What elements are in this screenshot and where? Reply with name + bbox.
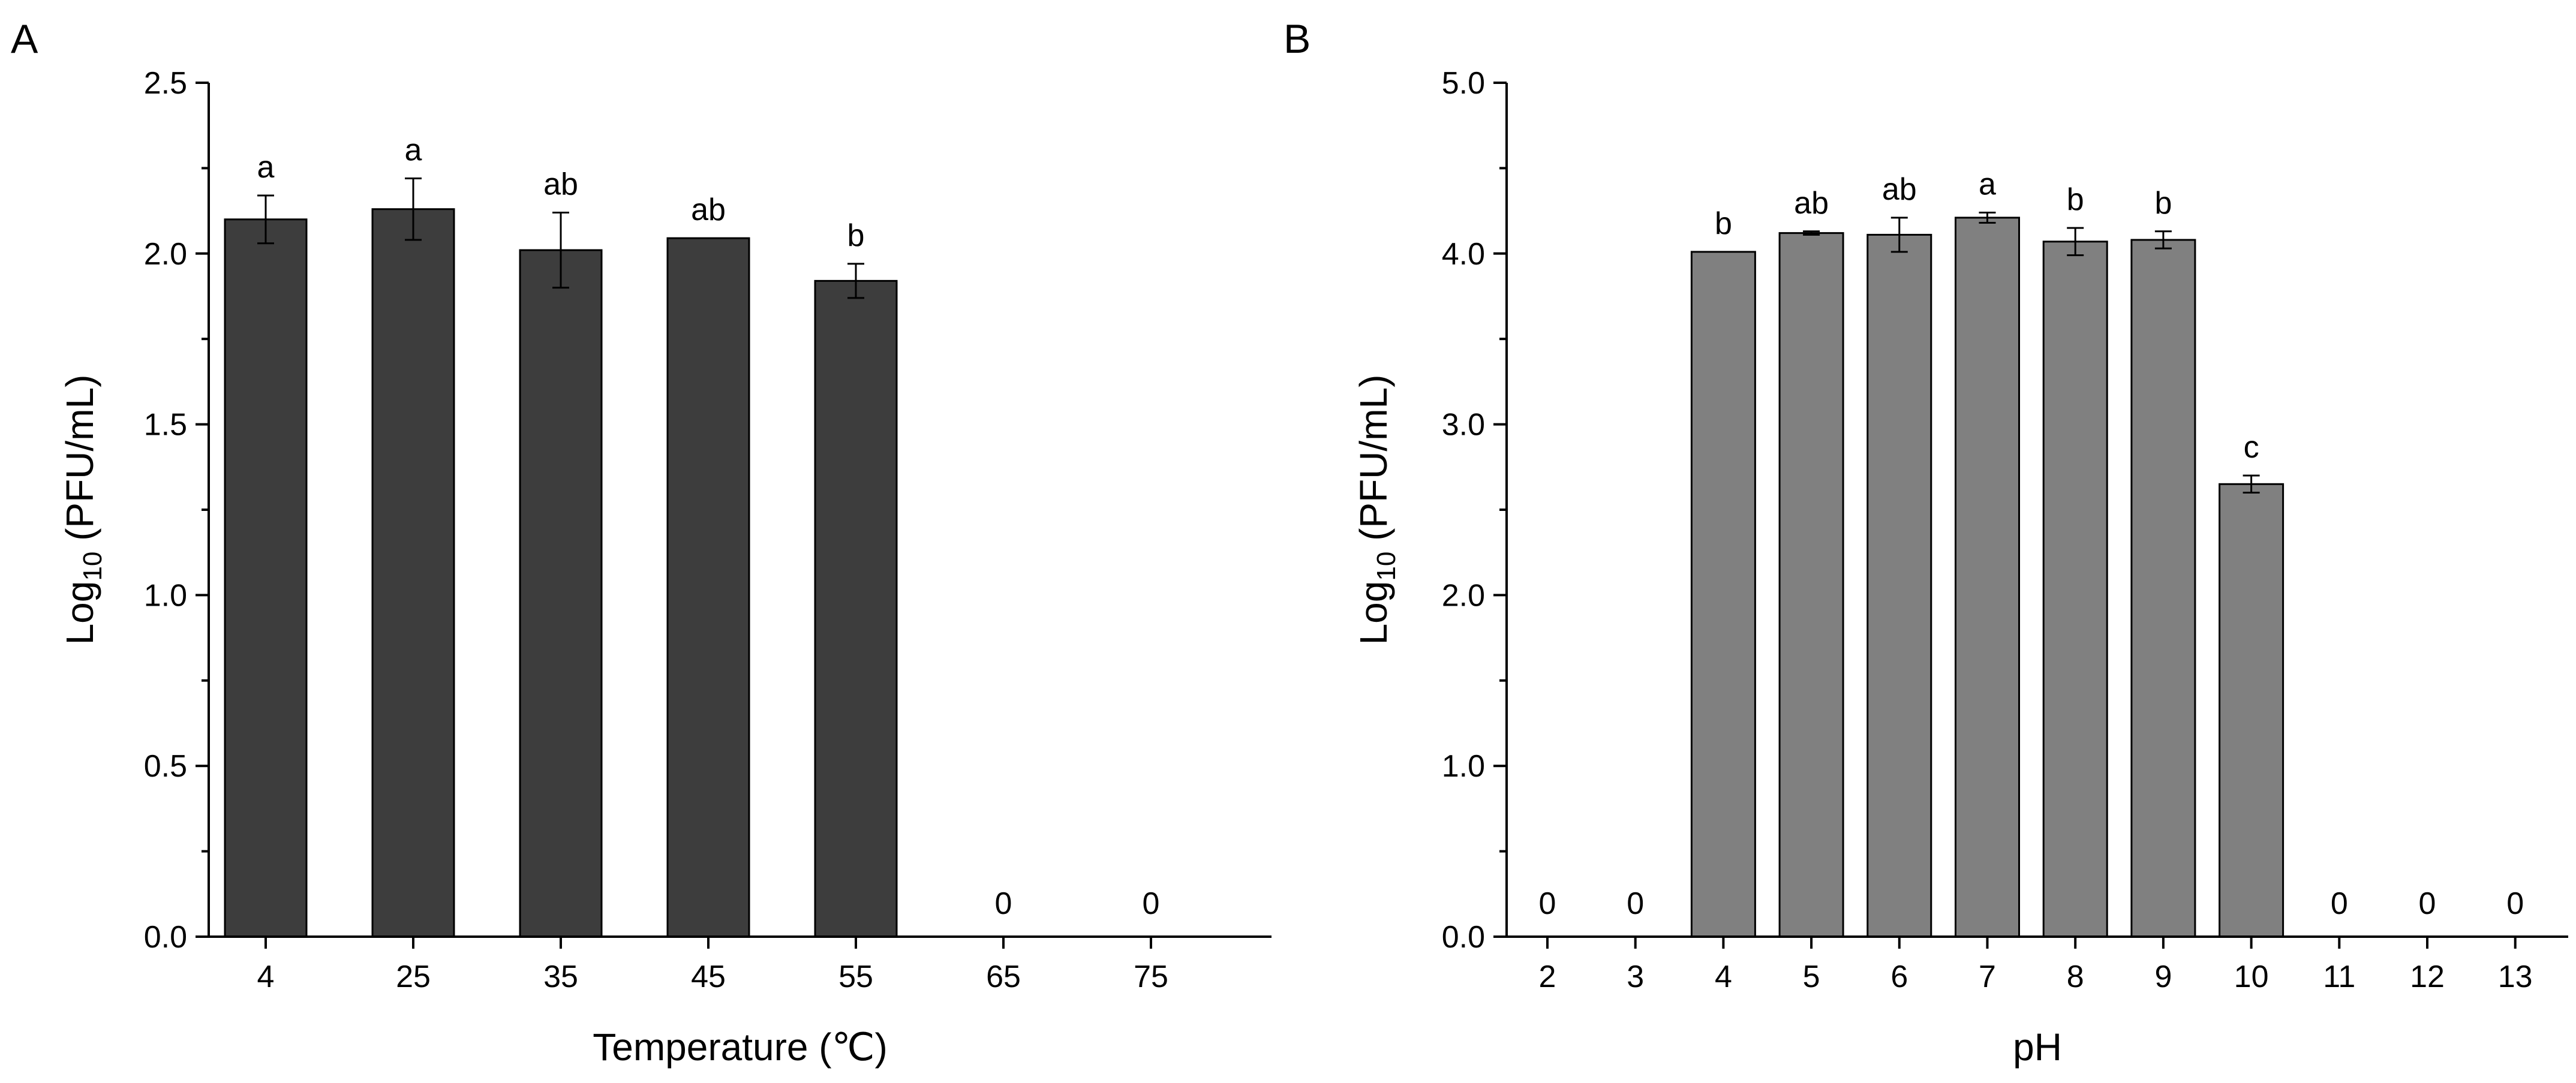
panel-b-y-axis-title: Log10 (PFU/mL): [1352, 375, 1401, 645]
panel-b-y-tick-label: 4.0: [1442, 237, 1485, 272]
panel-b-y-tick-label: 0.0: [1442, 920, 1485, 955]
panel-a-significance-label: 0: [995, 886, 1012, 921]
panel-a-significance-label: ab: [543, 167, 578, 201]
panel-b-bar: [1690, 251, 1756, 938]
panel-b-significance-label: c: [2244, 430, 2259, 465]
panel-b-y-tick-label: 1.0: [1442, 749, 1485, 784]
panel-a-bar: [224, 218, 308, 938]
panel-b-bar: [1778, 232, 1844, 938]
panel-a-y-tick-label: 0.5: [144, 749, 187, 784]
panel-a-significance-label: a: [257, 150, 275, 185]
panel-b-x-tick-label: 10: [2234, 959, 2269, 994]
panel-b-bar: [1866, 233, 1932, 938]
panel-b-significance-label: b: [2154, 186, 2172, 221]
panel-a-y-axis-title: Log10 (PFU/mL): [58, 375, 107, 645]
panel-b-significance-label: b: [1715, 206, 1732, 241]
panel-b-significance-label: a: [1979, 167, 1996, 201]
panel-a-x-tick-label: 35: [543, 959, 578, 994]
panel-b-y-tick-label: 2.0: [1442, 578, 1485, 613]
panel-b-significance-label: ab: [1794, 186, 1829, 221]
panel-a-y-tick-label: 2.0: [144, 237, 187, 272]
panel-b-ph: B 0.0 1.0 2.0 3.0 4.0 5.0 2 0 3 0 4 b 5 ab 6 ab 7 a 8 b 9 b 1…: [1284, 16, 2568, 1069]
panel-a-bar: [814, 279, 898, 938]
panel-b-x-tick-label: 12: [2410, 959, 2445, 994]
panel-a-x-tick-label: 75: [1134, 959, 1168, 994]
panel-a-significance-label: ab: [691, 192, 726, 227]
panel-a-bar: [666, 237, 750, 938]
panel-b-bar: [2219, 483, 2285, 938]
panel-b-significance-label: 0: [2506, 886, 2524, 921]
panel-a-y-tick-label: 1.5: [144, 408, 187, 443]
panel-b-x-tick-label: 13: [2498, 959, 2533, 994]
panel-b-y-tick-label: 5.0: [1442, 66, 1485, 101]
panel-a-significance-label: a: [405, 133, 422, 167]
panel-b-letter: B: [1284, 16, 1310, 62]
panel-b-significance-label: 0: [1539, 886, 1556, 921]
panel-b-x-tick-label: 11: [2323, 959, 2355, 994]
panel-b-significance-label: 0: [2419, 886, 2436, 921]
panel-b-x-tick-label: 2: [1539, 959, 1556, 994]
panel-a-x-tick-label: 4: [257, 959, 275, 994]
panel-a-significance-label: b: [847, 218, 865, 253]
panel-a-bar: [519, 249, 603, 938]
panel-b-bar: [2042, 240, 2108, 938]
panel-b-significance-label: 0: [2331, 886, 2348, 921]
panel-a-temperature: A 0.0 0.5 1.0 1.5 2.0 2.5 4 a 25 a 35 ab 45 ab 55 b 65 0…: [11, 16, 1272, 1069]
panel-a-x-tick-label: 65: [986, 959, 1021, 994]
panel-b-x-tick-label: 6: [1890, 959, 1908, 994]
panel-a-y-tick-label: 1.0: [144, 578, 187, 613]
panel-b-significance-label: b: [2067, 182, 2084, 217]
panel-a-letter: A: [11, 16, 38, 62]
panel-b-x-tick-label: 5: [1803, 959, 1820, 994]
panel-b-x-tick-label: 8: [2067, 959, 2084, 994]
panel-b-significance-label: ab: [1882, 172, 1917, 207]
panel-a-x-tick-label: 55: [838, 959, 873, 994]
panel-b-y-tick-label: 3.0: [1442, 408, 1485, 443]
panel-b-significance-label: 0: [1627, 886, 1644, 921]
panel-a-bar: [371, 208, 455, 938]
panel-b-x-tick-label: 9: [2154, 959, 2172, 994]
panel-b-x-tick-label: 4: [1715, 959, 1732, 994]
panel-a-x-tick-label: 25: [396, 959, 431, 994]
panel-a-significance-label: 0: [1143, 886, 1160, 921]
panel-b-bar: [1955, 216, 2020, 938]
panel-b-bar: [2130, 239, 2196, 938]
panel-a-y-tick-label: 2.5: [144, 66, 187, 101]
panel-b-x-axis-title: pH: [2013, 1025, 2062, 1069]
panel-a-x-tick-label: 45: [691, 959, 726, 994]
panel-b-x-tick-label: 7: [1979, 959, 1996, 994]
panel-a-y-tick-label: 0.0: [144, 920, 187, 955]
panel-a-x-axis-title: Temperature (℃): [593, 1025, 888, 1069]
panel-b-x-tick-label: 3: [1627, 959, 1644, 994]
